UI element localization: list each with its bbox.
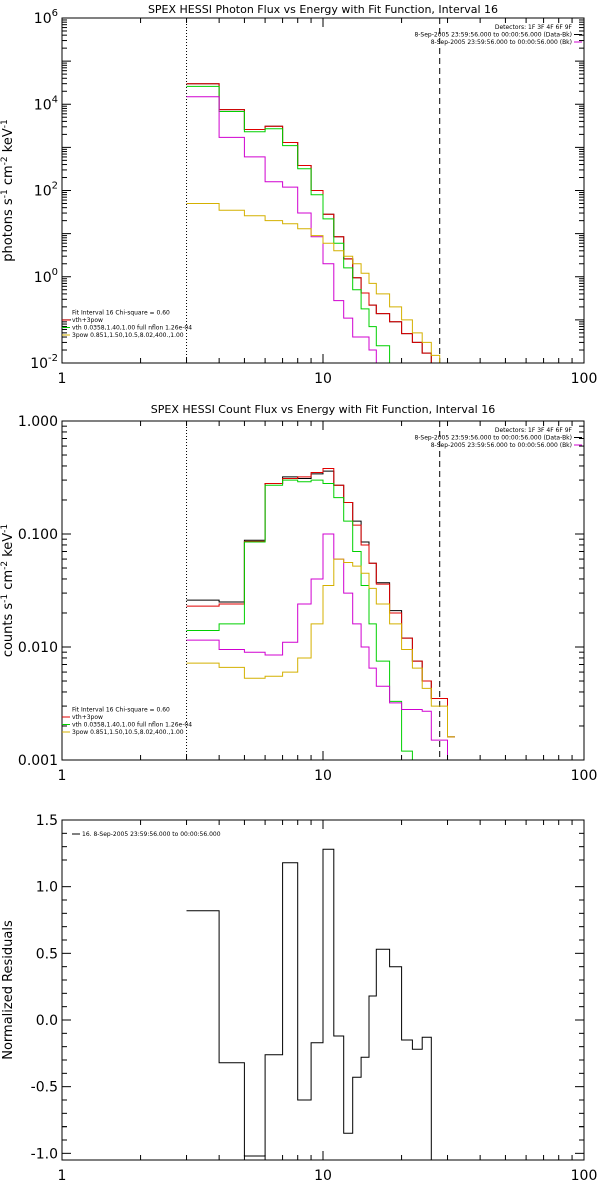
legend-text: Fit Interval 16 Chi-square = 0.60 bbox=[72, 707, 170, 714]
y-tick-label: 104 bbox=[34, 94, 58, 113]
y-tick-label: 10-2 bbox=[30, 353, 58, 372]
x-tick-label: 1 bbox=[58, 1168, 67, 1184]
y-tick-label: 102 bbox=[34, 181, 58, 200]
panel-3: Normalized Residuals 1 10 100 -1.0 -0.5 0.0 0.5… bbox=[1, 813, 597, 1184]
y-tick-label: 106 bbox=[34, 8, 58, 27]
series-line-bk bbox=[186, 533, 448, 760]
chart-title: SPEX HESSI Photon Flux vs Energy with Fi… bbox=[148, 3, 498, 16]
legend-text: vth+3pow bbox=[72, 317, 103, 324]
series-group bbox=[186, 848, 440, 1160]
y-tick-label: 100 bbox=[34, 267, 58, 286]
legend-text: 8-Sep-2005 23:59:56.000 to 00:00:56.000 … bbox=[431, 39, 572, 46]
legend-text: 3pow 0.851,1.50,10.5,8.02,400.,1.00 bbox=[72, 729, 184, 736]
y-tick-label: 0.001 bbox=[18, 753, 58, 769]
series-line-fit bbox=[186, 83, 432, 363]
legend-top-right: Detectors: 1F 3F 4F 6F 9F8-Sep-2005 23:5… bbox=[414, 427, 582, 449]
legend-text: 8-Sep-2005 23:59:56.000 to 00:00:56.000 … bbox=[414, 435, 572, 442]
series-line-vth bbox=[186, 85, 391, 363]
legend-text: 8-Sep-2005 23:59:56.000 to 00:00:56.000 … bbox=[414, 32, 572, 39]
x-tick-label: 10 bbox=[314, 371, 332, 387]
y-tick-label: 1.5 bbox=[36, 813, 58, 829]
series-group bbox=[186, 468, 455, 760]
y-tick-label: -1.0 bbox=[31, 1146, 58, 1162]
y-tick-label: 0.100 bbox=[18, 527, 58, 543]
panel-1: SPEX HESSI Photon Flux vs Energy with Fi… bbox=[0, 3, 598, 387]
y-axis-label: photons s-1 cm-2 keV-1 bbox=[0, 119, 16, 261]
series-line-fit bbox=[186, 468, 455, 738]
y-axis-label: counts s-1 cm-2 keV-1 bbox=[0, 524, 16, 657]
legend-text: Detectors: 1F 3F 4F 6F 9F bbox=[495, 24, 573, 31]
series-group bbox=[186, 83, 448, 363]
legend-top-right: Detectors: 1F 3F 4F 6F 9F8-Sep-2005 23:5… bbox=[414, 24, 582, 46]
legend-text: vth+3pow bbox=[72, 714, 103, 721]
legend-text: Fit Interval 16 Chi-square = 0.60 bbox=[72, 310, 170, 317]
legend-top-left: 16. 8-Sep-2005 23:59:56.000 to 00:00:56.… bbox=[72, 831, 221, 838]
y-tick-label: 1.0 bbox=[36, 880, 58, 896]
x-tick-label: 1 bbox=[58, 768, 67, 784]
series-line-vth bbox=[186, 479, 413, 760]
x-tick-label: 10 bbox=[314, 768, 332, 784]
y-tick-label: 0.010 bbox=[18, 640, 58, 656]
x-tick-label: 10 bbox=[314, 1168, 332, 1184]
chart-title: SPEX HESSI Count Flux vs Energy with Fit… bbox=[151, 403, 495, 416]
series-line-3pow bbox=[186, 558, 455, 738]
y-tick-label: 0.5 bbox=[36, 946, 58, 962]
x-tick-label: 100 bbox=[571, 1168, 598, 1184]
legend-bottom-left: Fit Interval 16 Chi-square = 0.60vth+3po… bbox=[62, 707, 192, 736]
legend-text: 8-Sep-2005 23:59:56.000 to 00:00:56.000 … bbox=[431, 442, 572, 449]
series-line-bk bbox=[186, 96, 391, 363]
x-tick-label: 100 bbox=[571, 371, 598, 387]
legend-bottom-left: Fit Interval 16 Chi-square = 0.60vth+3po… bbox=[62, 310, 192, 339]
legend-text: 3pow 0.851,1.50,10.5,8.02,400.,1.00 bbox=[72, 332, 184, 339]
series-line-data bbox=[186, 83, 432, 363]
y-axis-label: Normalized Residuals bbox=[1, 920, 16, 1060]
series-line-residuals bbox=[186, 848, 440, 1160]
legend-text: 16. 8-Sep-2005 23:59:56.000 to 00:00:56.… bbox=[82, 831, 221, 838]
panel-2: SPEX HESSI Count Flux vs Energy with Fit… bbox=[0, 403, 598, 784]
x-tick-label: 1 bbox=[58, 371, 67, 387]
legend-text: Detectors: 1F 3F 4F 6F 9F bbox=[495, 427, 573, 434]
y-tick-label: 0.0 bbox=[36, 1013, 58, 1029]
legend-text: vth 0.0358,1.40,1.00 full nflon 1.26e-04 bbox=[72, 722, 192, 729]
x-tick-label: 100 bbox=[571, 768, 598, 784]
y-tick-label: -0.5 bbox=[31, 1080, 58, 1096]
y-tick-label: 1.000 bbox=[18, 414, 58, 430]
series-line-3pow bbox=[186, 203, 448, 363]
legend-text: vth 0.0358,1.40,1.00 full nflon 1.26e-04 bbox=[72, 325, 192, 332]
